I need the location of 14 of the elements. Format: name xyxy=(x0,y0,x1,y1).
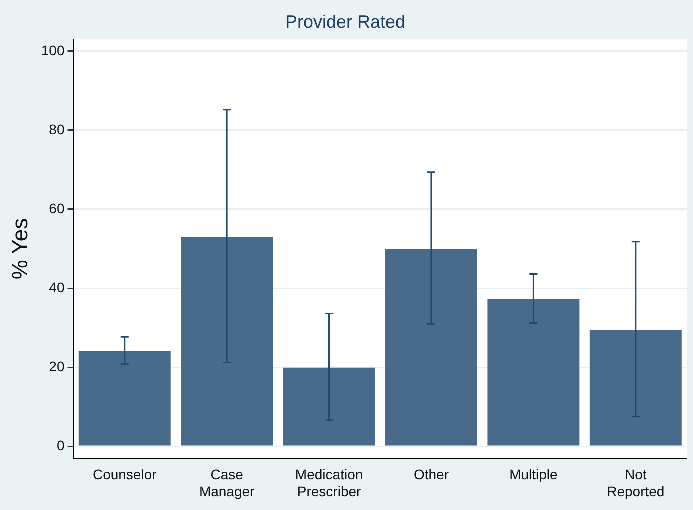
x-tick-label: Other xyxy=(414,466,450,483)
x-tick-label: Counselor xyxy=(92,466,158,483)
y-tick-label: 80 xyxy=(49,121,65,138)
y-tick-label: 100 xyxy=(41,42,65,58)
x-tick-label: Not Reported xyxy=(607,466,665,500)
x-tick-label: Case Manager xyxy=(199,466,256,500)
y-tick-label: 60 xyxy=(49,200,65,216)
chart-title: Provider Rated xyxy=(285,12,406,32)
y-tick-label: 0 xyxy=(56,437,65,454)
y-axis-title: % Yes xyxy=(7,218,32,280)
x-tick-label: Medication Prescriber xyxy=(295,466,364,500)
x-tick-label: Multiple xyxy=(510,466,558,483)
y-tick-label: 20 xyxy=(49,358,65,374)
y-tick-label: 40 xyxy=(49,279,65,296)
